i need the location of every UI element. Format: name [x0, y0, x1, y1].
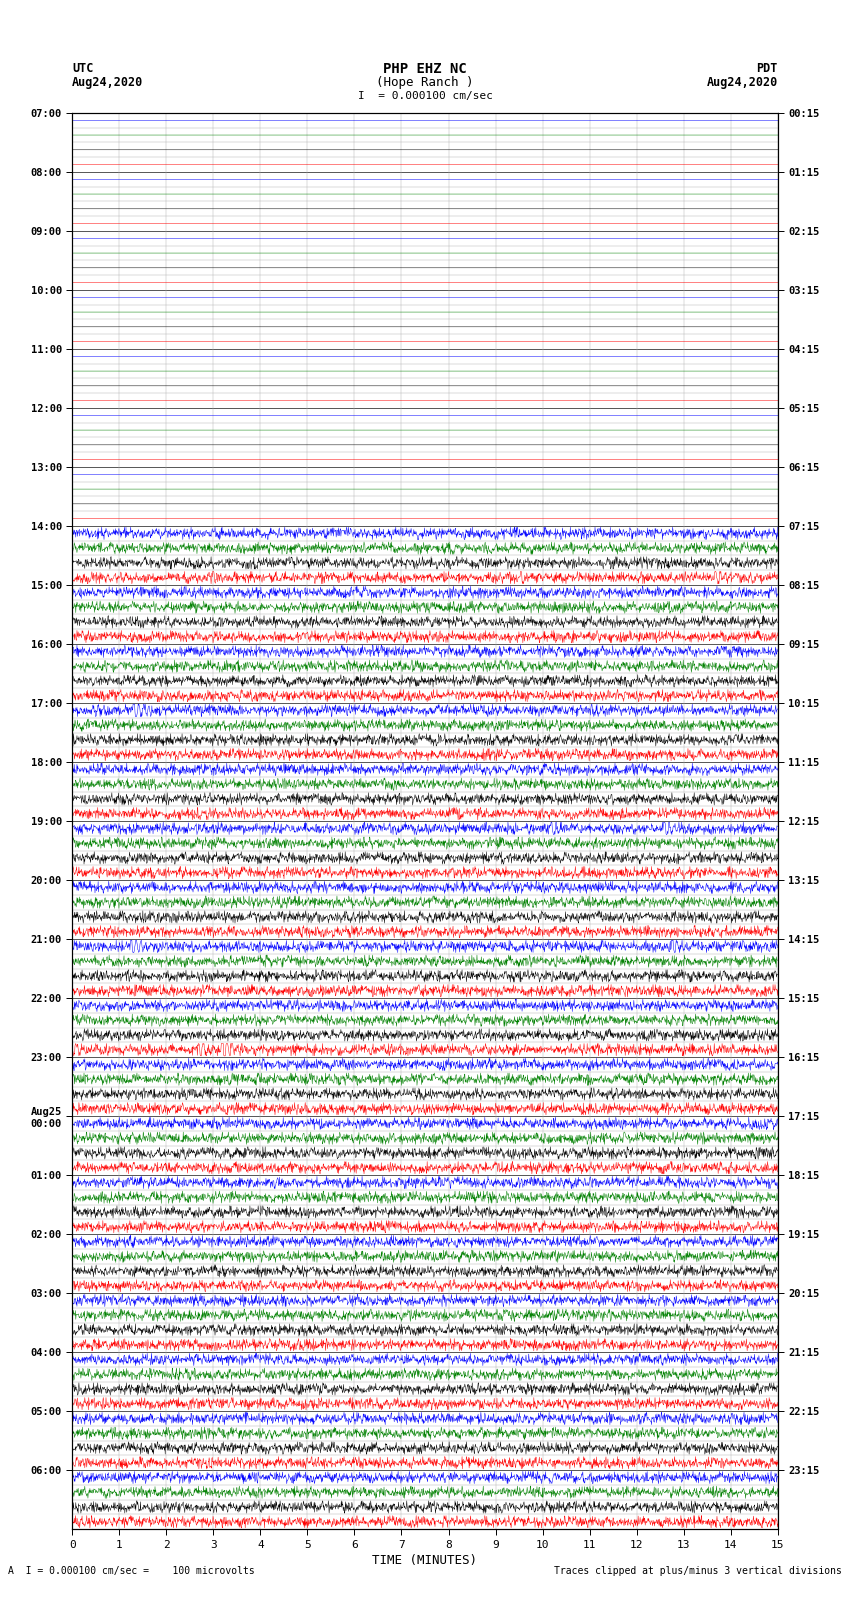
Text: Aug24,2020: Aug24,2020 — [72, 76, 144, 89]
Text: UTC: UTC — [72, 61, 94, 76]
Text: PDT: PDT — [756, 61, 778, 76]
Text: Aug24,2020: Aug24,2020 — [706, 76, 778, 89]
Text: Traces clipped at plus/minus 3 vertical divisions: Traces clipped at plus/minus 3 vertical … — [553, 1566, 842, 1576]
X-axis label: TIME (MINUTES): TIME (MINUTES) — [372, 1553, 478, 1566]
Text: (Hope Ranch ): (Hope Ranch ) — [377, 76, 473, 89]
Text: PHP EHZ NC: PHP EHZ NC — [383, 61, 467, 76]
Text: I  = 0.000100 cm/sec: I = 0.000100 cm/sec — [358, 90, 492, 102]
Text: A  I = 0.000100 cm/sec =    100 microvolts: A I = 0.000100 cm/sec = 100 microvolts — [8, 1566, 255, 1576]
